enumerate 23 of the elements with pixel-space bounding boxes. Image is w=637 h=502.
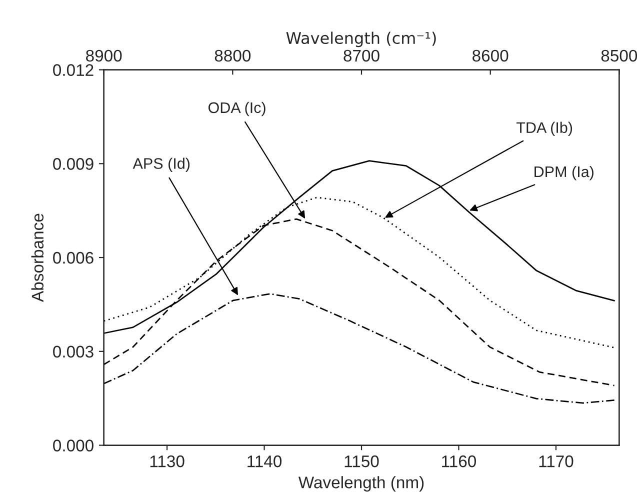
x2-tick-label: 8900 [86, 50, 122, 62]
y-tick-label: 0.012 [53, 64, 94, 76]
y-tick-label: 0.000 [53, 440, 94, 452]
annotation: ODA (Ic) [208, 102, 266, 116]
y-tick-label: 0.003 [53, 346, 94, 358]
x2-tick-label: 8500 [601, 50, 637, 62]
line-series [104, 293, 615, 404]
x-tick-label: 1140 [248, 455, 282, 468]
y-tick-label: 0.006 [53, 252, 94, 264]
y-axis-title: Absorbance [31, 214, 44, 302]
annotation: DPM (Ia) [534, 166, 594, 180]
y-tick-label: 0.009 [53, 158, 94, 170]
x2-tick-label: 8600 [472, 50, 508, 62]
x2-tick-label: 8800 [214, 50, 251, 62]
x-axis-title: Wavelength (nm) [298, 476, 424, 492]
x2-axis-title: Wavelength (cm⁻¹) [286, 32, 436, 48]
x-tick-label: 1160 [442, 455, 476, 468]
annotation: APS (Id) [132, 158, 190, 172]
annotation: TDA (Ib) [516, 122, 572, 136]
x2-tick-label: 8700 [344, 50, 380, 62]
x-tick-label: 1150 [344, 455, 379, 468]
x-tick-label: 1170 [539, 455, 574, 468]
x-tick-label: 1130 [150, 455, 184, 468]
